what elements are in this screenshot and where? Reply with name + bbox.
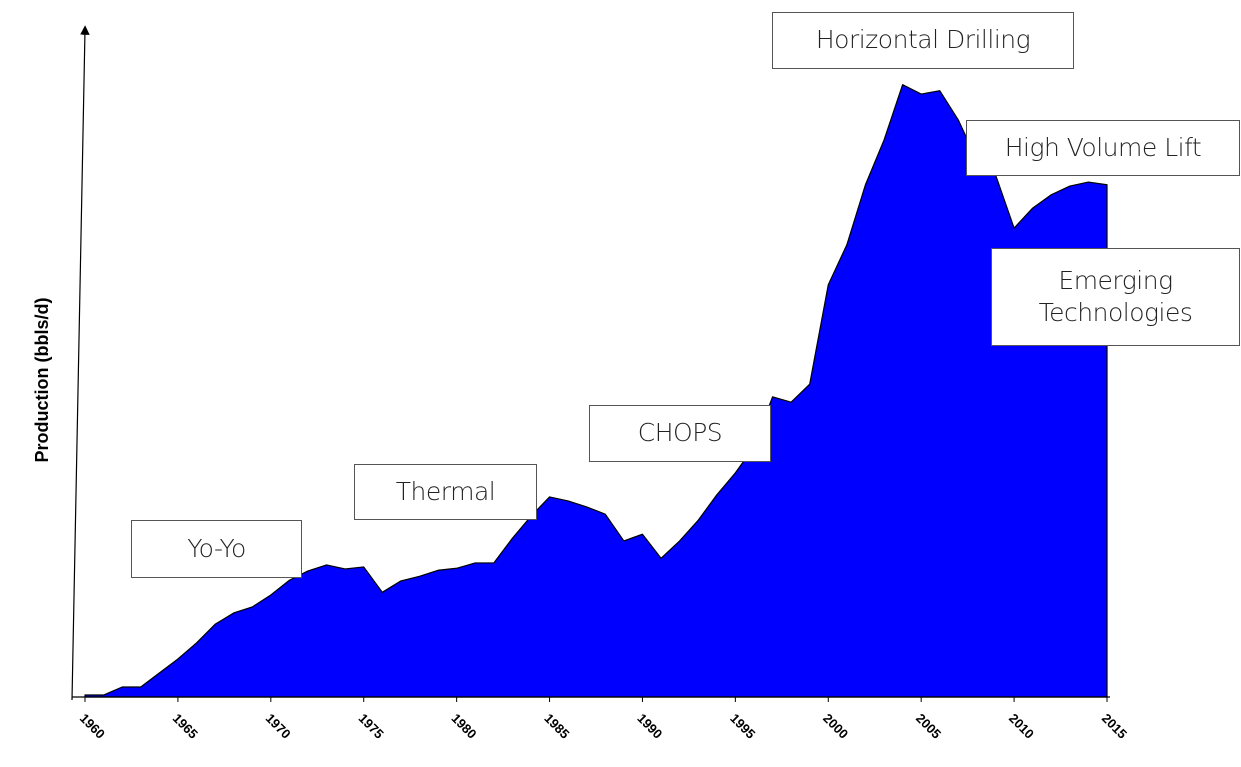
x-tick-label: 1980 xyxy=(449,711,480,742)
y-axis xyxy=(71,25,90,701)
annotation: CHOPS xyxy=(589,405,771,462)
annotation: Thermal xyxy=(354,464,537,520)
annotation: Horizontal Drilling xyxy=(772,12,1074,69)
annotation: Emerging Technologies xyxy=(991,248,1240,346)
x-tick-label: 2010 xyxy=(1006,711,1037,742)
x-tick-label: 2000 xyxy=(820,711,851,742)
annotation: High Volume Lift xyxy=(966,120,1240,176)
annotation: Yo-Yo xyxy=(131,520,302,578)
x-tick-label: 2005 xyxy=(913,711,944,742)
x-tick-label: 1965 xyxy=(170,711,201,742)
x-tick-label: 1995 xyxy=(727,711,758,742)
x-tick-label: 1960 xyxy=(77,711,108,742)
x-tick-label: 1990 xyxy=(634,711,665,742)
x-tick-label: 1970 xyxy=(263,711,294,742)
x-tick-label: 1985 xyxy=(541,711,572,742)
x-tick-label: 1975 xyxy=(356,711,387,742)
x-tick-label: 2015 xyxy=(1099,711,1130,742)
y-axis-label: Production (bbls/d) xyxy=(32,298,52,463)
area xyxy=(84,84,1108,698)
